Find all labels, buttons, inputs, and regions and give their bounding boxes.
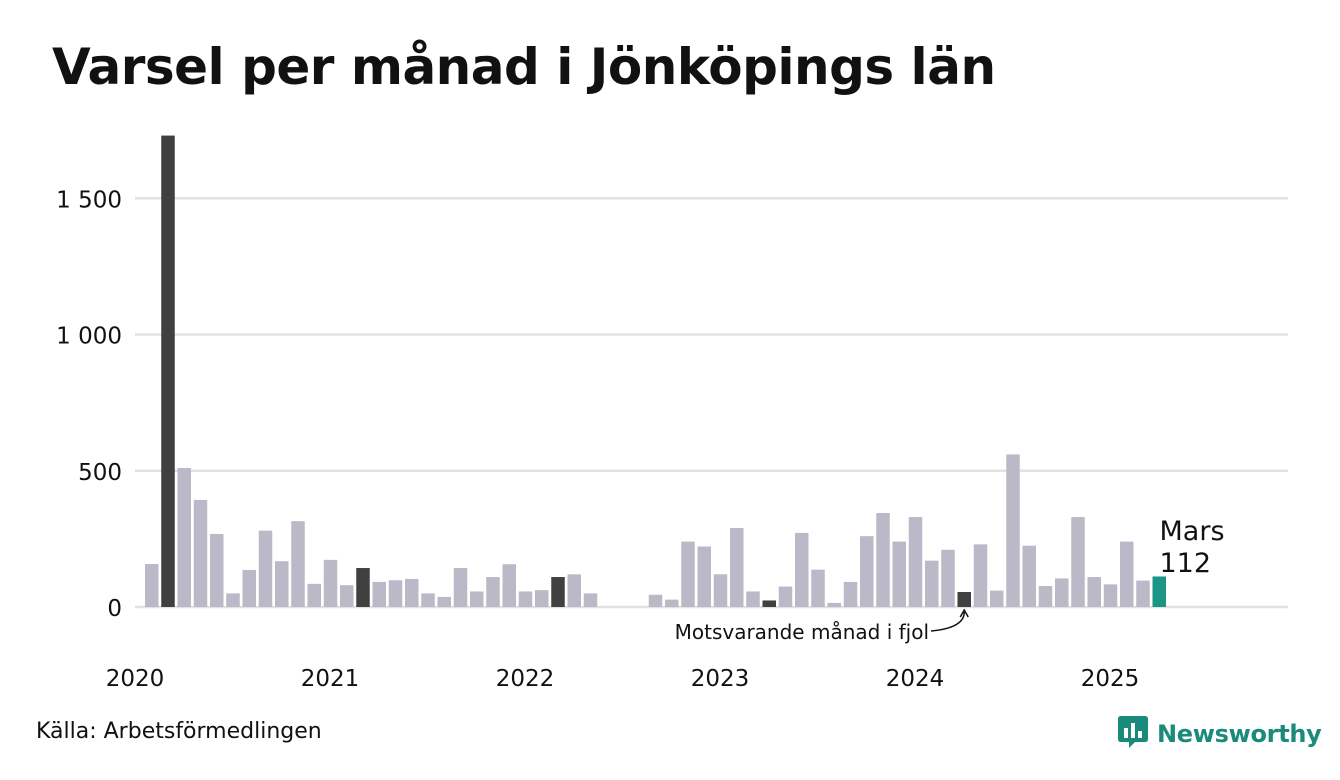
newsworthy-logo-icon <box>1117 714 1149 754</box>
bar <box>551 577 565 607</box>
bar <box>1136 580 1150 607</box>
chart-title: Varsel per månad i Jönköpings län <box>52 38 996 96</box>
bar <box>535 590 549 607</box>
bar <box>258 530 273 607</box>
bar <box>275 561 289 607</box>
gridlines <box>135 197 1288 609</box>
bar <box>242 569 256 607</box>
bar <box>502 564 516 607</box>
newsworthy-logo-text: Newsworthy <box>1157 720 1322 748</box>
bar <box>908 517 923 607</box>
x-tick-label: 2024 <box>886 666 945 692</box>
latest-value-label: 112 <box>1160 548 1212 579</box>
bar <box>681 541 695 607</box>
x-tick-label: 2022 <box>496 666 555 692</box>
bar <box>648 594 663 607</box>
previous-year-arrowhead <box>959 608 969 618</box>
bar <box>1087 577 1101 607</box>
bar <box>372 581 386 607</box>
bar <box>437 596 451 607</box>
bar <box>583 593 598 608</box>
bar <box>323 559 338 607</box>
bar <box>795 532 809 607</box>
bar <box>567 574 581 607</box>
bar <box>925 560 939 607</box>
bar <box>746 591 760 607</box>
y-tick-label: 1 000 <box>56 324 122 350</box>
x-tick-label: 2021 <box>301 666 360 692</box>
bar <box>1038 586 1053 607</box>
bar <box>405 578 419 607</box>
previous-year-arrow <box>930 611 965 632</box>
bar <box>453 568 468 607</box>
bar <box>1022 545 1036 607</box>
bar <box>210 533 224 607</box>
y-tick-label: 500 <box>78 460 122 486</box>
bar <box>762 600 776 607</box>
bar <box>307 583 321 607</box>
bar <box>827 602 841 607</box>
bar <box>193 499 208 607</box>
bar <box>161 135 175 607</box>
x-tick-label: 2020 <box>106 666 165 692</box>
latest-month-label: Mars <box>1160 516 1225 547</box>
bar <box>1120 541 1134 607</box>
bar <box>388 580 403 607</box>
y-tick-label: 0 <box>107 596 122 622</box>
bar <box>811 569 825 607</box>
x-axis-labels: 2020 2021 2022 2023 2024 2025 <box>106 666 1140 692</box>
bar <box>876 512 890 607</box>
bar <box>1152 576 1166 607</box>
newsworthy-logo[interactable]: Newsworthy <box>1117 714 1322 754</box>
bar <box>778 586 793 607</box>
bar <box>486 577 500 607</box>
bar <box>226 593 240 608</box>
bars <box>145 135 1166 608</box>
bar <box>340 585 354 607</box>
bar <box>470 591 484 607</box>
bar <box>177 468 191 607</box>
bar <box>665 599 679 607</box>
bar <box>990 590 1004 607</box>
bar <box>1103 584 1118 607</box>
bar <box>1071 517 1085 607</box>
bar <box>421 593 435 608</box>
bar <box>957 592 971 607</box>
bar <box>941 549 955 607</box>
bar <box>356 568 370 607</box>
bar <box>518 591 533 607</box>
bar <box>730 527 744 607</box>
previous-year-label: Motsvarande månad i fjol <box>675 620 929 644</box>
bar <box>973 544 988 607</box>
bar <box>1055 578 1069 607</box>
bar <box>1006 454 1020 607</box>
bar <box>145 563 159 607</box>
bar <box>291 521 305 607</box>
bar <box>892 541 906 607</box>
y-axis-labels: 0 500 1 000 1 500 <box>56 187 122 622</box>
bar <box>697 546 711 607</box>
bar <box>843 581 858 607</box>
y-tick-label: 1 500 <box>56 187 122 213</box>
x-tick-label: 2025 <box>1081 666 1140 692</box>
bar <box>713 574 728 607</box>
bar <box>860 536 874 607</box>
source-label: Källa: Arbetsförmedlingen <box>36 719 322 744</box>
x-tick-label: 2023 <box>691 666 750 692</box>
